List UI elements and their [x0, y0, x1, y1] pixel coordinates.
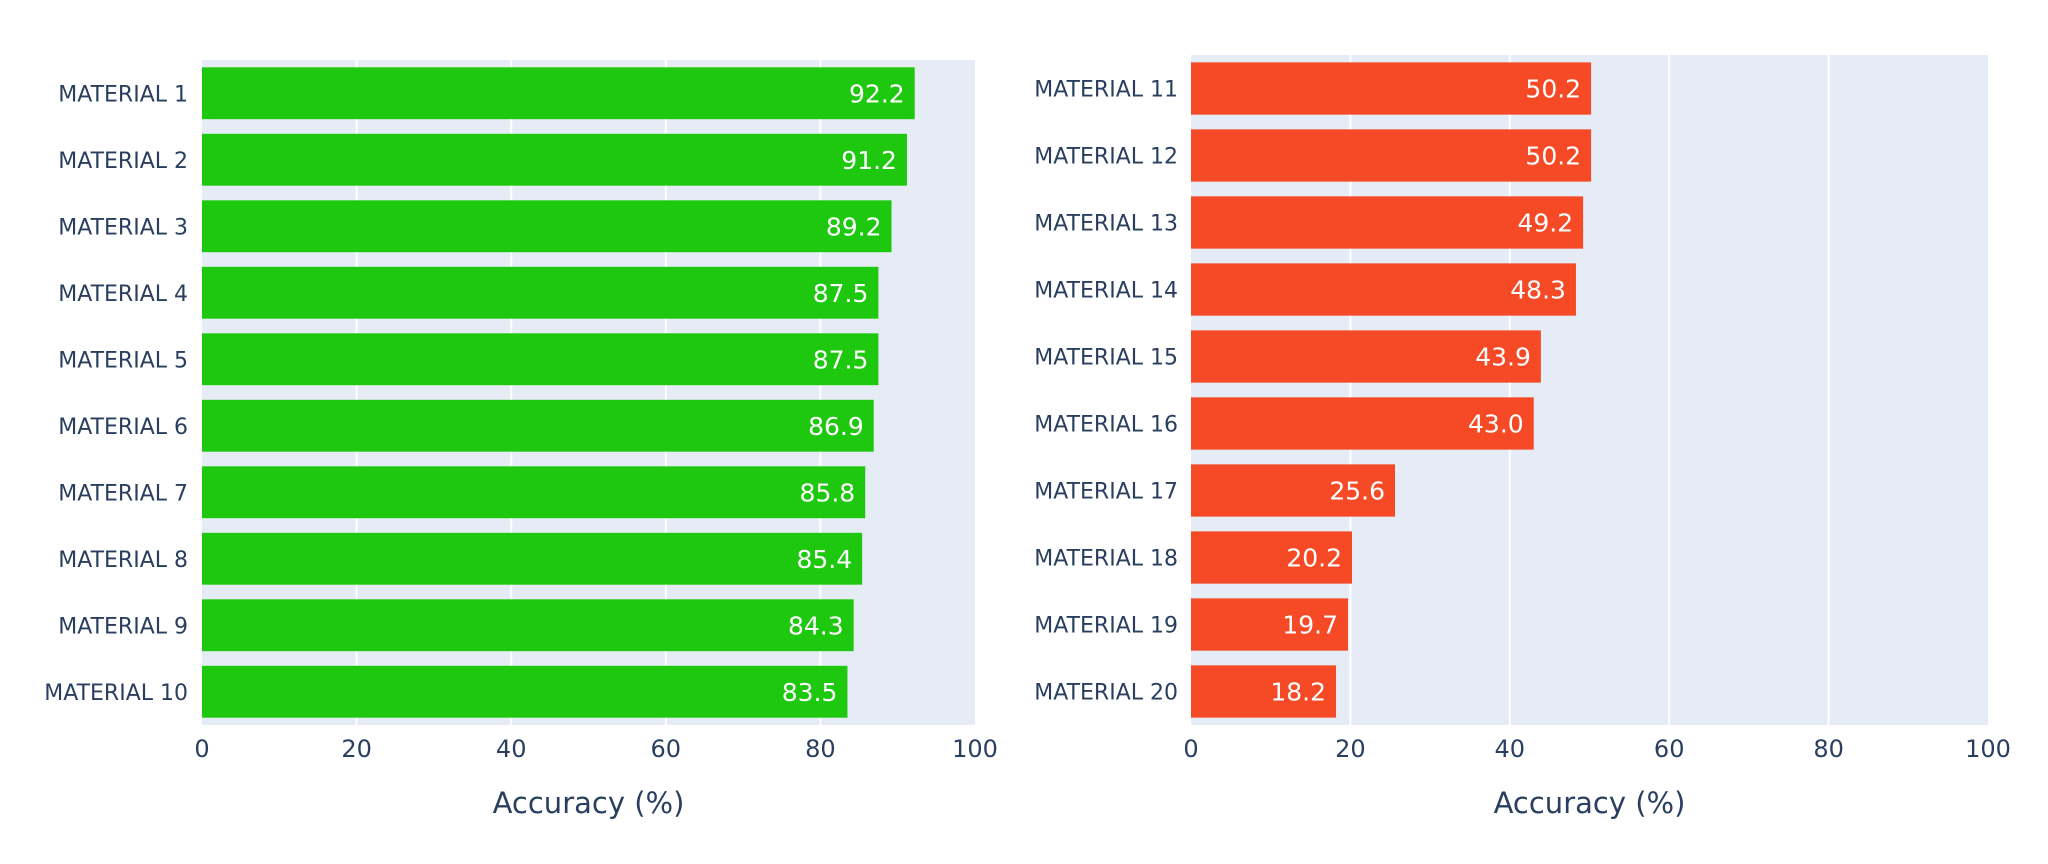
- y-tick-label: MATERIAL 18: [1034, 547, 1178, 572]
- bar: [202, 399, 874, 452]
- bar: [202, 67, 915, 120]
- x-axis-tick-labels: 0 20 40 60 80 100: [194, 735, 998, 763]
- y-tick-label: MATERIAL 2: [58, 149, 188, 174]
- bar-value-label: 87.5: [813, 345, 869, 374]
- right-bar-chart: 50.2 50.2 49.2 48.3 43.9 43.0 25.6 20.2 19.7 18.2…: [1034, 55, 2011, 820]
- bar-value-label: 85.4: [796, 545, 852, 574]
- bar-value-label: 91.2: [841, 146, 897, 175]
- bar: [1191, 665, 1337, 718]
- y-tick-label: MATERIAL 14: [1034, 279, 1178, 304]
- y-tick-label: MATERIAL 7: [58, 481, 188, 506]
- y-tick-label: MATERIAL 19: [1034, 614, 1178, 639]
- x-tick-label: 100: [1965, 735, 2011, 763]
- x-axis-tick-labels: 0 20 40 60 80 100: [1183, 735, 2011, 763]
- bar: [202, 466, 866, 519]
- y-axis-labels: MATERIAL 11 MATERIAL 12 MATERIAL 13 MATERIA…: [1034, 78, 1178, 706]
- y-tick-label: MATERIAL 9: [58, 614, 188, 639]
- bar-value-label: 89.2: [826, 212, 882, 241]
- bar-value-label: 50.2: [1525, 75, 1581, 104]
- x-tick-label: 60: [651, 735, 682, 763]
- y-tick-label: MATERIAL 5: [58, 348, 188, 373]
- x-tick-label: 80: [1813, 735, 1844, 763]
- bar: [1191, 598, 1349, 651]
- bar-value-label: 48.3: [1510, 276, 1566, 305]
- bar-value-label: 25.6: [1329, 477, 1385, 506]
- bar: [1191, 330, 1541, 383]
- bar-value-label: 87.5: [813, 279, 869, 308]
- x-tick-label: 100: [952, 735, 998, 763]
- bar: [202, 333, 879, 386]
- bar-value-label: 43.9: [1475, 343, 1531, 372]
- x-axis-title: Accuracy (%): [493, 786, 685, 820]
- bar: [202, 133, 907, 186]
- bar-value-label: 49.2: [1517, 209, 1573, 238]
- y-tick-label: MATERIAL 4: [58, 282, 188, 307]
- y-tick-label: MATERIAL 17: [1034, 480, 1178, 505]
- bar-value-label: 18.2: [1270, 678, 1326, 707]
- bar: [202, 532, 863, 585]
- y-tick-label: MATERIAL 6: [58, 415, 188, 440]
- bar-value-label: 86.9: [808, 412, 864, 441]
- y-tick-label: MATERIAL 12: [1034, 145, 1178, 170]
- y-tick-label: MATERIAL 3: [58, 215, 188, 240]
- x-tick-label: 40: [1495, 735, 1526, 763]
- y-tick-label: MATERIAL 11: [1034, 78, 1178, 103]
- y-tick-label: MATERIAL 13: [1034, 212, 1178, 237]
- y-tick-label: MATERIAL 20: [1034, 681, 1178, 706]
- bar-value-label: 92.2: [849, 79, 905, 108]
- bar: [202, 200, 892, 253]
- bar: [202, 599, 854, 652]
- x-tick-label: 0: [1183, 735, 1198, 763]
- bar: [1191, 196, 1584, 249]
- bar: [202, 266, 879, 319]
- x-axis-title: Accuracy (%): [1494, 786, 1686, 820]
- y-tick-label: MATERIAL 1: [58, 82, 188, 107]
- left-bar-chart: 92.2 91.2 89.2 87.5 87.5 86.9 85.8 85.4 84.3 83.5…: [44, 60, 998, 820]
- bar-value-label: 85.8: [800, 478, 856, 507]
- bars: 92.2 91.2 89.2 87.5 87.5 86.9 85.8 85.4 84.3 83.5: [202, 67, 915, 718]
- bar-value-label: 43.0: [1468, 410, 1524, 439]
- bar: [1191, 129, 1592, 182]
- y-tick-label: MATERIAL 16: [1034, 413, 1178, 438]
- bar-value-label: 50.2: [1525, 142, 1581, 171]
- bar: [1191, 397, 1534, 450]
- x-tick-label: 60: [1654, 735, 1685, 763]
- bar-value-label: 83.5: [782, 678, 838, 707]
- y-tick-label: MATERIAL 10: [44, 681, 188, 706]
- x-tick-label: 40: [496, 735, 527, 763]
- bar: [202, 665, 848, 718]
- y-axis-labels: MATERIAL 1 MATERIAL 2 MATERIAL 3 MATERIAL 4…: [44, 82, 188, 706]
- bar-value-label: 20.2: [1286, 544, 1342, 573]
- bar: [1191, 464, 1396, 517]
- x-tick-label: 80: [805, 735, 836, 763]
- bar: [1191, 263, 1576, 316]
- y-tick-label: MATERIAL 8: [58, 548, 188, 573]
- x-tick-label: 20: [341, 735, 372, 763]
- y-tick-label: MATERIAL 15: [1034, 346, 1178, 371]
- bars: 50.2 50.2 49.2 48.3 43.9 43.0 25.6 20.2 19.7 18.2: [1191, 62, 1592, 718]
- x-tick-label: 0: [194, 735, 209, 763]
- bar-value-label: 19.7: [1282, 611, 1338, 640]
- bar: [1191, 531, 1352, 584]
- x-tick-label: 20: [1335, 735, 1366, 763]
- bar-value-label: 84.3: [788, 611, 844, 640]
- bar: [1191, 62, 1592, 115]
